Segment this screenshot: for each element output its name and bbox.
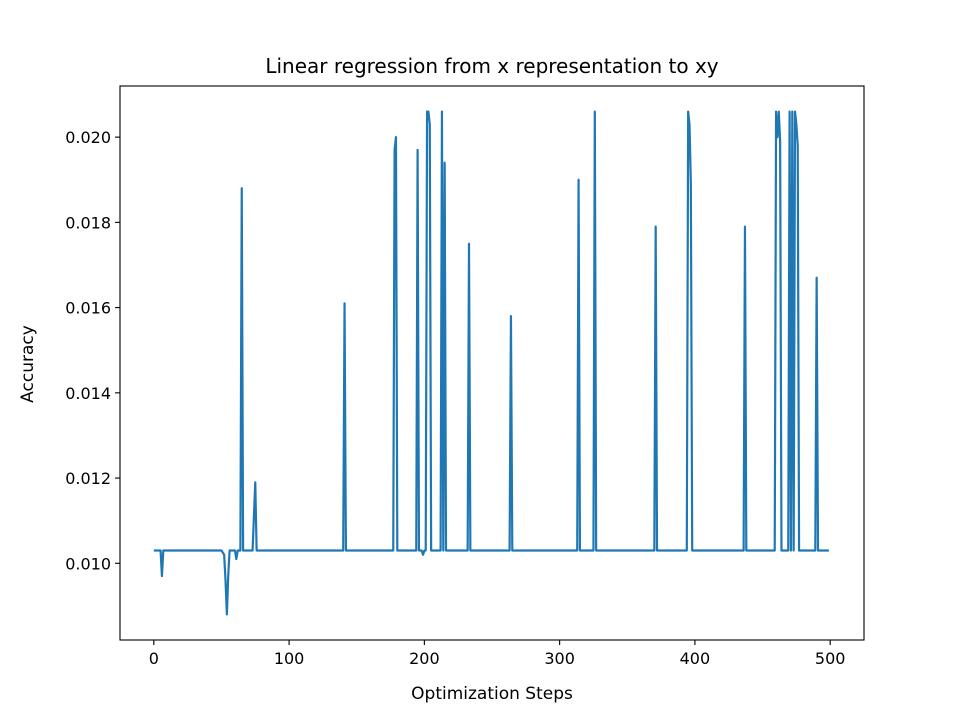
x-tick-label: 500	[815, 649, 846, 668]
x-tick-label: 0	[149, 649, 159, 668]
x-tick-label: 100	[274, 649, 305, 668]
y-tick-label: 0.010	[65, 554, 111, 573]
x-tick-label: 400	[680, 649, 711, 668]
series-line	[153, 110, 829, 616]
y-tick-label: 0.018	[65, 213, 111, 232]
x-tick-label: 300	[544, 649, 575, 668]
x-tick-label: 200	[409, 649, 440, 668]
y-tick-label: 0.012	[65, 469, 111, 488]
y-tick-label: 0.016	[65, 299, 111, 318]
plot-frame	[119, 85, 865, 641]
plot-area: 0 100 200 300 400 500 0.010 0.012 0.014 0.016 0.01…	[65, 85, 865, 668]
y-axis-label: Accuracy	[18, 325, 38, 403]
x-axis-label: Optimization Steps	[411, 684, 573, 704]
y-tick-label: 0.014	[65, 384, 111, 403]
y-tick-label: 0.020	[65, 128, 111, 147]
chart-title: Linear regression from x representation …	[265, 54, 718, 78]
